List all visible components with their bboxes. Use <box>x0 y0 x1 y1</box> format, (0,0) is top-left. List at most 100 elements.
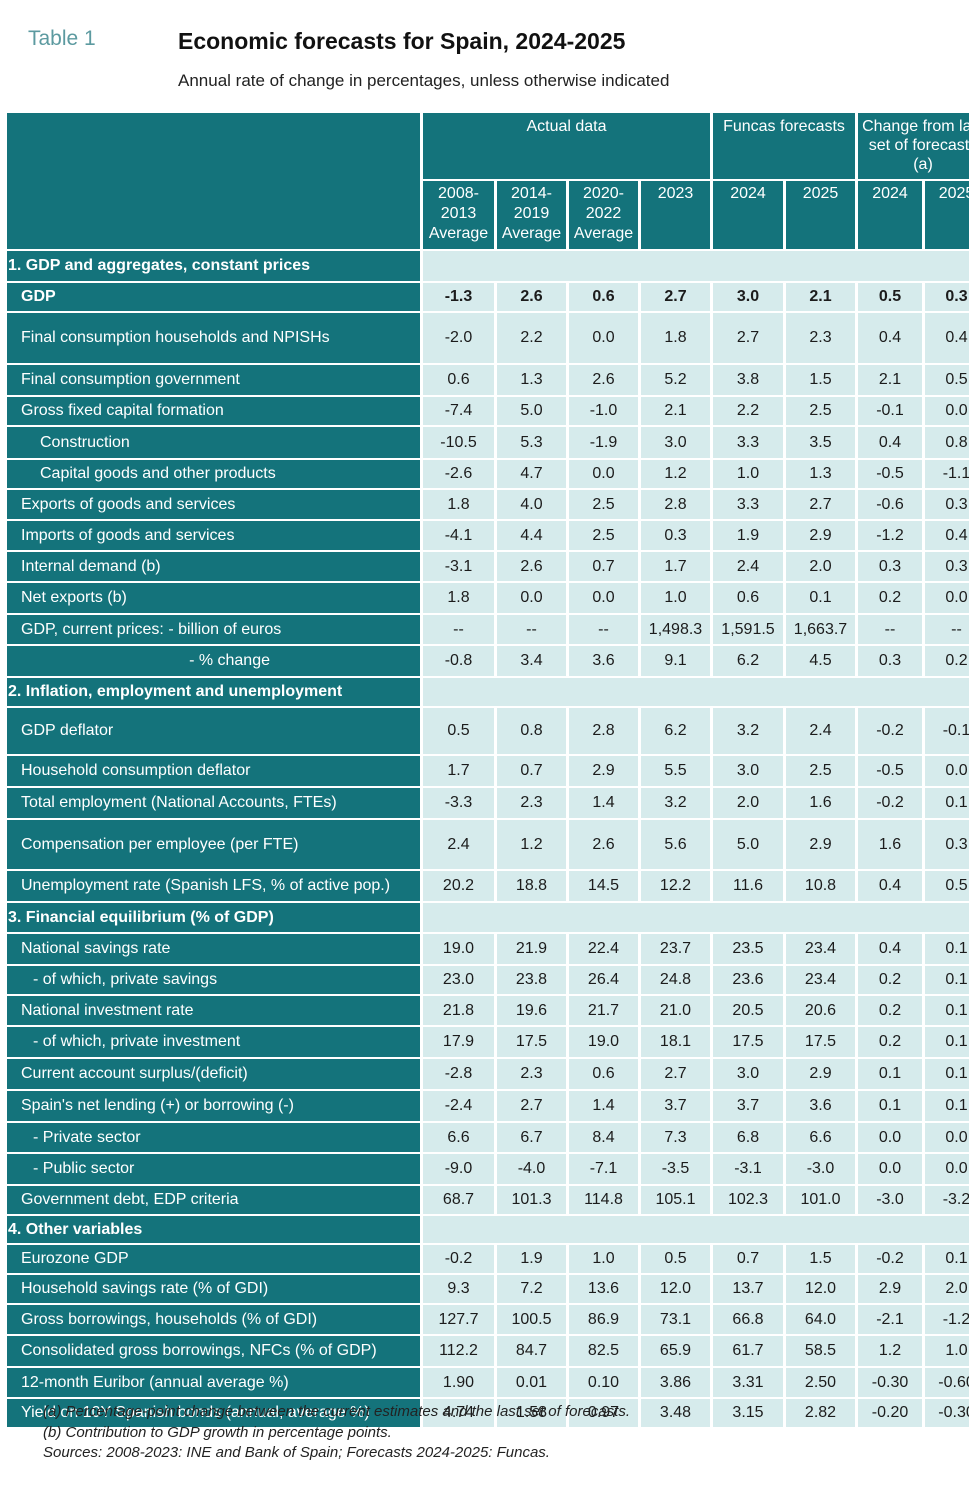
table-cell: 0.0 <box>497 583 566 613</box>
table-cell: 24.8 <box>641 966 710 994</box>
table-cell: 23.4 <box>786 934 855 964</box>
table-cell: -1.9 <box>569 427 638 458</box>
table-cell: 0.0 <box>569 313 638 363</box>
table-cell: 13.7 <box>713 1275 783 1303</box>
row-label: National investment rate <box>7 996 420 1025</box>
table-cell: 3.0 <box>713 1059 783 1089</box>
table-cell: -10.5 <box>423 427 494 458</box>
table-cell: 19.6 <box>497 996 566 1025</box>
table-cell: 0.0 <box>925 756 969 786</box>
table-cell: 19.0 <box>569 1027 638 1057</box>
table-cell: 1.7 <box>641 552 710 581</box>
table-cell: 12.0 <box>786 1275 855 1303</box>
table-cell: 1.8 <box>423 583 494 613</box>
table-cell: 0.0 <box>925 1154 969 1184</box>
table-cell: 26.4 <box>569 966 638 994</box>
row-label: Government debt, EDP criteria <box>7 1186 420 1214</box>
table-cell: 0.1 <box>925 1245 969 1273</box>
table-cell: 65.9 <box>641 1336 710 1366</box>
table-cell: 2.5 <box>569 521 638 550</box>
row-label: GDP deflator <box>7 708 420 754</box>
table-cell: 2.1 <box>858 365 922 395</box>
section-band <box>423 1216 969 1243</box>
table-cell: 2.7 <box>786 490 855 519</box>
row-label: - % change <box>7 646 420 676</box>
table-cell: 1,498.3 <box>641 615 710 644</box>
table-cell: 2.6 <box>497 552 566 581</box>
table-cell: 1.90 <box>423 1368 494 1397</box>
table-cell: 0.3 <box>925 552 969 581</box>
table-cell: -3.0 <box>858 1186 922 1214</box>
table-cell: 2.8 <box>641 490 710 519</box>
table-cell: -3.5 <box>641 1154 710 1184</box>
column-header: 2023 <box>641 181 710 249</box>
table-cell: 0.4 <box>925 521 969 550</box>
row-label: Current account surplus/(deficit) <box>7 1059 420 1089</box>
table-cell: 2.4 <box>713 552 783 581</box>
table-cell: -3.2 <box>925 1186 969 1214</box>
table-cell: 1.8 <box>641 313 710 363</box>
table-cell: 17.5 <box>713 1027 783 1057</box>
table-cell: 4.4 <box>497 521 566 550</box>
table-cell: 3.3 <box>713 490 783 519</box>
table-cell: 23.7 <box>641 934 710 964</box>
table-cell: 114.8 <box>569 1186 638 1214</box>
row-label: Final consumption government <box>7 365 420 395</box>
row-label: Eurozone GDP <box>7 1245 420 1273</box>
table-cell: 12.0 <box>641 1275 710 1303</box>
table-cell: 0.7 <box>569 552 638 581</box>
table-cell: 82.5 <box>569 1336 638 1366</box>
table-cell: 2.9 <box>569 756 638 786</box>
column-header: 2020-2022 Average <box>569 181 638 249</box>
table-cell: 7.3 <box>641 1123 710 1152</box>
forecast-table: Actual data Funcas forecasts Change from… <box>7 113 969 1485</box>
table-cell: 0.1 <box>925 1091 969 1121</box>
table-cell: 1,663.7 <box>786 615 855 644</box>
table-cell: -- <box>925 615 969 644</box>
table-cell: 21.9 <box>497 934 566 964</box>
table-cell: 1.0 <box>713 460 783 488</box>
table-cell: 1.4 <box>569 788 638 818</box>
table-cell: 73.1 <box>641 1305 710 1334</box>
table-cell: 14.5 <box>569 871 638 901</box>
table-cell: 68.7 <box>423 1186 494 1214</box>
table-cell: 0.10 <box>569 1368 638 1397</box>
footnote-b: (b) Contribution to GDP growth in percen… <box>43 1423 392 1441</box>
table-number: Table 1 <box>28 27 96 50</box>
table-cell: -0.20 <box>858 1399 922 1427</box>
table-cell: 0.3 <box>925 820 969 869</box>
table-cell: 20.5 <box>713 996 783 1025</box>
table-cell: 2.7 <box>497 1091 566 1121</box>
table-cell: 2.4 <box>423 820 494 869</box>
table-cell: 6.2 <box>713 646 783 676</box>
table-cell: -- <box>858 615 922 644</box>
row-label: Spain's net lending (+) or borrowing (-) <box>7 1091 420 1121</box>
table-cell: 2.6 <box>569 365 638 395</box>
table-cell: 61.7 <box>713 1336 783 1366</box>
table-cell: 3.0 <box>713 756 783 786</box>
table-cell: -2.0 <box>423 313 494 363</box>
table-cell: 5.3 <box>497 427 566 458</box>
table-cell: 0.6 <box>423 365 494 395</box>
row-label: Household consumption deflator <box>7 756 420 786</box>
table-cell: 0.7 <box>497 756 566 786</box>
section-band <box>423 903 969 932</box>
table-cell: -1.3 <box>423 283 494 311</box>
table-cell: 3.15 <box>713 1399 783 1427</box>
row-label: - of which, private savings <box>7 966 420 994</box>
table-cell: 1.5 <box>786 365 855 395</box>
table-cell: 17.9 <box>423 1027 494 1057</box>
table-cell: 5.0 <box>497 397 566 425</box>
table-cell: 2.5 <box>569 490 638 519</box>
table-cell: 0.1 <box>925 1027 969 1057</box>
table-cell: -3.1 <box>423 552 494 581</box>
table-cell: 0.0 <box>858 1123 922 1152</box>
table-title: Economic forecasts for Spain, 2024-2025 <box>178 28 626 54</box>
table-cell: 0.5 <box>641 1245 710 1273</box>
table-cell: 2.1 <box>641 397 710 425</box>
table-cell: -0.1 <box>858 397 922 425</box>
table-cell: 1.2 <box>858 1336 922 1366</box>
table-cell: -0.2 <box>858 708 922 754</box>
table-cell: 18.1 <box>641 1027 710 1057</box>
table-cell: -2.6 <box>423 460 494 488</box>
